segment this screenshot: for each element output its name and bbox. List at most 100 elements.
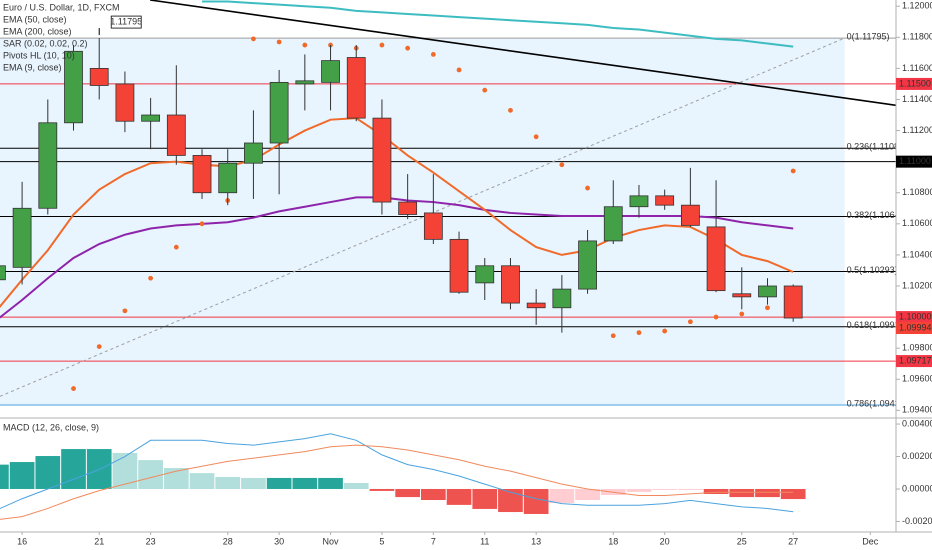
histogram-bar [703, 488, 729, 495]
y-tick-label: 1.10600 [902, 218, 932, 228]
histogram-bar [292, 477, 318, 489]
candle-body [552, 288, 572, 309]
x-tick-label: 20 [660, 536, 670, 546]
x-tick-label: 16 [17, 536, 27, 546]
histogram-bar [35, 456, 61, 489]
sar-dot [96, 344, 102, 350]
y-tick-label: 1.09800 [902, 343, 932, 353]
candle-body [423, 212, 443, 240]
sar-dot [251, 36, 256, 42]
candle-body [758, 285, 777, 298]
macd-line [0, 433, 794, 513]
fib-label: 0.5(1.10293) [847, 265, 898, 275]
histogram-bar [138, 460, 163, 489]
sar-dot [122, 308, 128, 314]
sar-dot [430, 52, 436, 57]
sar-dot [482, 87, 488, 93]
pivot-label: 1.11795 [110, 16, 142, 26]
histogram-bar [9, 462, 35, 489]
sar-dot [585, 185, 590, 191]
fib-label: 0.236(1.11086) [847, 142, 907, 152]
pivot-box [110, 15, 142, 29]
fib-label: 0(1.11795) [847, 31, 890, 41]
candle-body [603, 206, 623, 242]
x-tick-label: 13 [531, 536, 541, 546]
sar-dot [302, 42, 308, 48]
x-tick-label: 28 [223, 536, 233, 546]
histogram-bar [523, 488, 549, 514]
y-tick-label: 1.11400 [902, 94, 932, 104]
histogram-bar [780, 488, 806, 500]
candle-body [501, 265, 520, 304]
legend-entry: EMA (200, close) [3, 26, 72, 36]
candle-body [783, 285, 803, 319]
price-box [896, 155, 932, 168]
x-tick-label: Nov [323, 536, 340, 546]
trendline [149, 0, 896, 107]
fib-fill [0, 38, 845, 406]
candle-body [449, 238, 469, 293]
histogram-bar [729, 488, 755, 498]
y-tick-label: 1.11800 [902, 32, 932, 42]
sar-dot [173, 244, 179, 250]
candle-body [192, 155, 212, 194]
last-price-label: 1.09994 [899, 322, 932, 332]
indicator-line [202, 0, 794, 48]
histogram-bar [163, 468, 189, 489]
candle-body [526, 302, 546, 309]
legend-entry: SAR (0.02, 0.02, 0.2) [3, 38, 88, 48]
sar-dot [739, 311, 745, 317]
sar-dot [71, 386, 76, 391]
indicator-line [0, 196, 794, 319]
histogram-bar [343, 482, 369, 489]
histogram-bar [652, 488, 678, 490]
histogram-bar [575, 488, 600, 501]
candle-body [475, 265, 495, 284]
candle-body [732, 293, 752, 298]
candle-body [295, 80, 315, 85]
sar-dot [148, 275, 154, 281]
x-tick-label: 11 [480, 536, 489, 546]
fib-label: 0.618(1.09938) [847, 320, 908, 330]
histogram-bar [318, 477, 343, 489]
y-tick-label: 1.10200 [902, 280, 932, 290]
macd-title: MACD (12, 26, close, 9) [3, 422, 99, 432]
sar-dot [405, 45, 411, 51]
y-tick-label: 1.10400 [902, 249, 932, 259]
indicator-line [0, 117, 794, 309]
x-tick-label: 30 [274, 536, 284, 546]
y-tick-label: 1.11600 [902, 63, 932, 73]
y-tick-label: -0.00200 [902, 516, 932, 526]
candle-body [372, 117, 392, 203]
histogram-bar [0, 464, 9, 489]
histogram-bar [498, 488, 523, 513]
sar-dot [456, 67, 462, 73]
candle-body [0, 265, 6, 281]
macd-pane [0, 433, 806, 520]
sar-dot [533, 134, 539, 140]
candle-body [244, 142, 263, 164]
price-box [896, 311, 932, 324]
candle-body [269, 81, 289, 144]
legend-entry: EMA (9, close) [3, 62, 62, 72]
sar-dot [713, 314, 719, 320]
candle-body [346, 57, 366, 119]
candle-body [398, 201, 418, 215]
macd-line [0, 444, 794, 520]
price-box-label: 1.11500 [899, 78, 931, 88]
sar-dot [199, 221, 205, 227]
x-tick-label: Dec [862, 536, 879, 546]
candle-body [218, 162, 238, 194]
histogram-bar [549, 488, 575, 503]
x-tick-label: 27 [788, 536, 798, 546]
y-tick-label: 0.00400 [902, 418, 932, 428]
x-tick-label: 21 [94, 536, 104, 546]
sar-dot [765, 305, 770, 311]
x-tick-label: 18 [608, 536, 618, 546]
candle-body [629, 195, 649, 208]
x-tick-label: 23 [146, 536, 156, 546]
sar-dot [379, 42, 385, 48]
